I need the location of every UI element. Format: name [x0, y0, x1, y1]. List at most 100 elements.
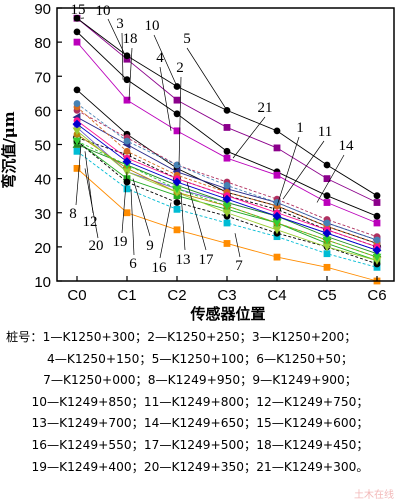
series-annotation: 4 — [156, 50, 164, 66]
y-tick-label: 20 — [34, 240, 51, 257]
data-point — [123, 175, 131, 183]
legend-entry: 12—K1249+750； — [256, 394, 369, 409]
data-point — [173, 127, 181, 135]
data-point — [272, 219, 282, 228]
legend-line-6: 16—K1249+550；17—K1249+500；18—K1249+450； — [0, 435, 400, 457]
x-tick-label: C3 — [217, 287, 236, 304]
data-point — [223, 240, 231, 247]
series-annotation: 5 — [183, 31, 191, 47]
data-point — [172, 185, 182, 194]
legend-entry: 4—K1250+150； — [46, 351, 152, 366]
series-annotation: 11 — [318, 124, 332, 140]
y-tick-label: 80 — [34, 35, 51, 52]
data-point — [72, 137, 82, 146]
data-point — [322, 228, 332, 238]
data-point — [372, 253, 382, 262]
data-point — [73, 164, 81, 172]
annotation-leader — [121, 32, 124, 80]
x-tick-label: C4 — [267, 287, 286, 304]
series-annotation: 1 — [296, 120, 304, 136]
legend-entry: 11—K1249+800； — [143, 394, 257, 409]
data-point — [73, 147, 81, 155]
data-point — [323, 219, 331, 227]
data-point — [223, 147, 231, 155]
series-annotation: 18 — [123, 31, 138, 47]
data-point — [373, 192, 381, 200]
legend-line-1: 桩号：1—K1250+300；2—K1250+250；3—K1250+200； — [0, 327, 400, 349]
series-annotation: 2 — [176, 60, 184, 76]
data-point — [323, 175, 331, 183]
series-annotation: 6 — [129, 256, 137, 272]
legend-entry: 8—K1249+950； — [147, 373, 253, 388]
y-tick-label: 30 — [34, 206, 51, 223]
legend-entry: 20—K1249+350； — [143, 459, 257, 474]
data-point — [123, 96, 131, 104]
data-point — [373, 219, 381, 227]
x-tick-label: C0 — [67, 287, 86, 304]
legend-line-4: 10—K1249+850；11—K1249+800；12—K1249+750； — [0, 392, 400, 414]
data-point — [373, 212, 381, 220]
legend-entry: 10—K1249+850； — [31, 394, 144, 409]
annotation-leader — [186, 181, 207, 251]
annotation-leader — [159, 66, 172, 131]
data-point — [123, 76, 131, 84]
annotation-leader — [132, 178, 151, 237]
legend-entry: 1—K1250+300； — [42, 330, 148, 344]
data-point — [372, 245, 382, 255]
data-point — [222, 209, 232, 218]
legend-entry: 5—K1250+100； — [151, 351, 257, 366]
series-annotation: 17 — [199, 252, 215, 268]
data-point — [223, 182, 231, 189]
series-annotation: 15 — [71, 2, 86, 18]
data-point — [123, 147, 131, 155]
data-point — [272, 211, 282, 221]
y-tick-label: 40 — [34, 172, 51, 189]
y-tick-label: 60 — [34, 103, 51, 120]
data-point — [223, 154, 231, 162]
y-tick-label: 70 — [34, 69, 51, 86]
legend-entry: 2—K1250+250； — [147, 330, 252, 344]
data-point — [223, 124, 231, 131]
legend-entry: 9—K1249+900； — [252, 373, 357, 388]
data-point — [172, 177, 182, 187]
annotation-leader — [84, 168, 99, 239]
legend-entry: 17—K1249+500； — [143, 437, 257, 452]
data-point — [272, 226, 282, 235]
data-point — [73, 28, 81, 36]
data-point — [273, 253, 281, 261]
legend-entry: 16—K1249+550； — [31, 437, 144, 452]
data-point — [273, 171, 281, 179]
data-point — [173, 110, 181, 118]
data-point — [323, 250, 331, 258]
y-axis-title: 弯沉值/μm — [0, 111, 18, 188]
x-tick-label: C6 — [367, 287, 386, 304]
series-annotation: 16 — [152, 260, 168, 276]
annotation-leader — [130, 188, 135, 256]
series-annotation: 14 — [339, 138, 355, 154]
legend-line-3: 7—K1250+000；8—K1249+950；9—K1249+900； — [0, 370, 400, 392]
data-point — [323, 263, 331, 271]
data-point — [72, 119, 82, 129]
annotation-leader — [316, 154, 345, 203]
data-point — [72, 127, 82, 136]
annotation-leader — [282, 140, 325, 200]
data-point — [123, 137, 131, 145]
data-point — [373, 199, 381, 206]
legend-entry: 13—K1249+700； — [31, 416, 144, 431]
data-point — [122, 157, 132, 166]
data-point — [323, 199, 331, 206]
series-annotation: 8 — [69, 206, 77, 222]
series-10 — [73, 38, 381, 227]
legend-entry: 14—K1249+650； — [143, 416, 257, 431]
annotation-leader — [75, 144, 82, 206]
data-point — [73, 38, 81, 46]
legend-entry: 18—K1249+450； — [256, 437, 369, 452]
pile-number-legend: 桩号：1—K1250+300；2—K1250+250；3—K1250+200； … — [0, 327, 400, 478]
series-14 — [73, 100, 381, 244]
annotation-leader — [276, 136, 300, 207]
annotation-leader — [128, 47, 133, 101]
annotation-leader — [180, 192, 186, 251]
series-annotation: 7 — [235, 258, 243, 274]
